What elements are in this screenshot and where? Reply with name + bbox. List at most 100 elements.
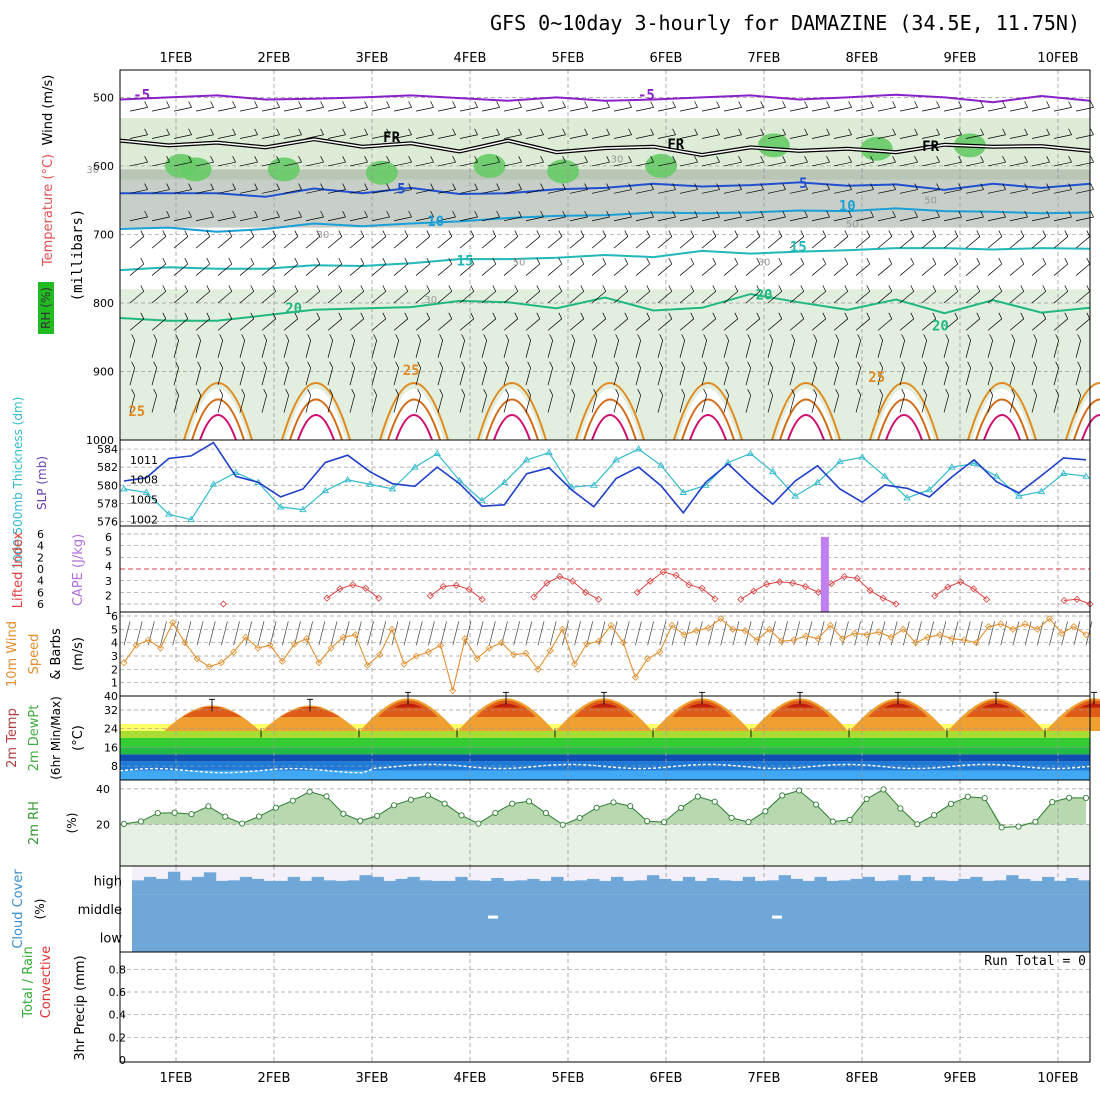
wind-barb-flag bbox=[496, 128, 500, 135]
wind-barb-flag bbox=[175, 334, 179, 341]
wind-barb-flag bbox=[1077, 334, 1081, 341]
cloud-high-bar bbox=[191, 876, 205, 895]
wind-barb-flag bbox=[844, 285, 849, 292]
cloud-high-bar bbox=[359, 875, 372, 895]
wind-barb bbox=[503, 291, 519, 304]
wind-barb-flag bbox=[866, 230, 871, 237]
wind-barb bbox=[943, 395, 949, 413]
wind-barb bbox=[613, 340, 619, 358]
wind-speed-point bbox=[278, 657, 286, 665]
wind-barb-flag bbox=[606, 128, 610, 135]
wind-barb bbox=[349, 263, 365, 276]
wind-barb bbox=[1075, 340, 1081, 358]
wind-barb-flag bbox=[716, 156, 720, 163]
rh-point bbox=[188, 811, 195, 818]
wind-barb bbox=[459, 263, 475, 276]
wind-barb bbox=[151, 216, 170, 222]
wind-barb-flag bbox=[866, 285, 871, 292]
wind-barb bbox=[173, 395, 179, 413]
wind-barb-flag bbox=[294, 257, 299, 265]
rh-point bbox=[340, 810, 347, 817]
pressure-tick-label: 1000 bbox=[86, 434, 114, 447]
wind-barb-flag bbox=[1064, 285, 1069, 292]
isotherm-warm-25 bbox=[183, 381, 253, 441]
lifted-index-point bbox=[1060, 596, 1068, 605]
wind-barb-flag bbox=[615, 389, 619, 396]
wind-barb-flag bbox=[206, 230, 211, 237]
wind-barb-flag bbox=[496, 156, 500, 163]
pressure-tick-label: 600 bbox=[93, 160, 114, 173]
wind-barb bbox=[833, 216, 852, 222]
temp-daily-peak bbox=[590, 703, 618, 708]
wind-barb-flag bbox=[998, 230, 1003, 237]
wind-barb bbox=[657, 216, 676, 222]
rh-point bbox=[964, 793, 971, 800]
cloud-high-bar bbox=[311, 876, 324, 895]
wind-barb-flag bbox=[800, 257, 805, 265]
wind-barb bbox=[921, 340, 927, 358]
lifted-index-point bbox=[439, 582, 447, 591]
wind-barb bbox=[1009, 263, 1025, 276]
rh-point bbox=[812, 801, 820, 808]
wind-barb-flag bbox=[826, 156, 830, 163]
rh-point bbox=[745, 818, 752, 826]
wind-barb bbox=[1053, 395, 1059, 413]
wind-barb bbox=[833, 107, 852, 112]
wind-speed-point bbox=[899, 625, 907, 633]
wind-barb-flag bbox=[584, 210, 588, 218]
rh-point bbox=[374, 812, 381, 819]
wind-barb bbox=[151, 161, 170, 167]
wind-barb bbox=[1053, 134, 1072, 139]
wind-barb bbox=[965, 134, 984, 139]
cloud-high-bar bbox=[419, 880, 432, 895]
lifted-index-point bbox=[763, 580, 771, 588]
wind-barb-flag bbox=[769, 389, 773, 396]
wind-barb bbox=[877, 189, 896, 194]
lifted-index-point bbox=[646, 577, 654, 585]
cloud-high-bar bbox=[335, 880, 348, 895]
wind-barb bbox=[1031, 161, 1050, 167]
wind-barb bbox=[767, 340, 773, 358]
wind-barb-flag bbox=[549, 361, 553, 368]
wind-barb bbox=[195, 318, 211, 331]
wind-speed-point bbox=[181, 639, 189, 647]
wind-barb bbox=[349, 189, 368, 194]
wind-barb-flag bbox=[474, 101, 478, 108]
wind-barb bbox=[239, 291, 255, 304]
wind-barb bbox=[503, 216, 522, 222]
wind-barb-flag bbox=[140, 285, 145, 292]
wind-barb bbox=[459, 107, 478, 112]
rh-point bbox=[981, 795, 988, 802]
rh-point bbox=[492, 809, 499, 816]
wind-barb-flag bbox=[778, 312, 783, 319]
wind-barb-flag bbox=[593, 389, 597, 396]
wind-barb bbox=[525, 291, 541, 304]
thickness-point bbox=[947, 463, 956, 470]
temp-daily-hot bbox=[770, 700, 830, 717]
rh-point bbox=[475, 820, 482, 827]
wind-barb bbox=[305, 216, 324, 222]
rh-point bbox=[846, 816, 853, 823]
wind-barb bbox=[371, 161, 390, 167]
wind-barb-flag bbox=[470, 230, 475, 237]
rh-ylabel-units: (%) bbox=[65, 813, 79, 834]
cloud-high-bar bbox=[132, 880, 145, 895]
wind-barb-flag bbox=[892, 101, 896, 108]
wind-speed-point bbox=[266, 641, 274, 649]
isotherm-warm-35 bbox=[885, 414, 923, 441]
wind-barb-flag bbox=[804, 183, 808, 190]
wind-barb bbox=[481, 318, 497, 331]
wind-barb bbox=[569, 291, 585, 304]
rh-band-mid bbox=[120, 169, 1090, 228]
upper-ylabel-temperature: Temperature (°C) bbox=[41, 154, 56, 267]
rh-contour-label: 50 bbox=[846, 220, 859, 231]
precip-tick-label: 0.2 bbox=[109, 1031, 127, 1044]
wind-barb-flag bbox=[725, 334, 729, 341]
wind-barb bbox=[855, 291, 871, 304]
wind-barb bbox=[899, 367, 905, 386]
wind-barb bbox=[921, 107, 940, 112]
rh-point bbox=[441, 800, 448, 807]
wind-barb bbox=[811, 189, 830, 194]
wind-barb-flag bbox=[1068, 210, 1072, 218]
wind-barb-flag bbox=[188, 101, 192, 108]
